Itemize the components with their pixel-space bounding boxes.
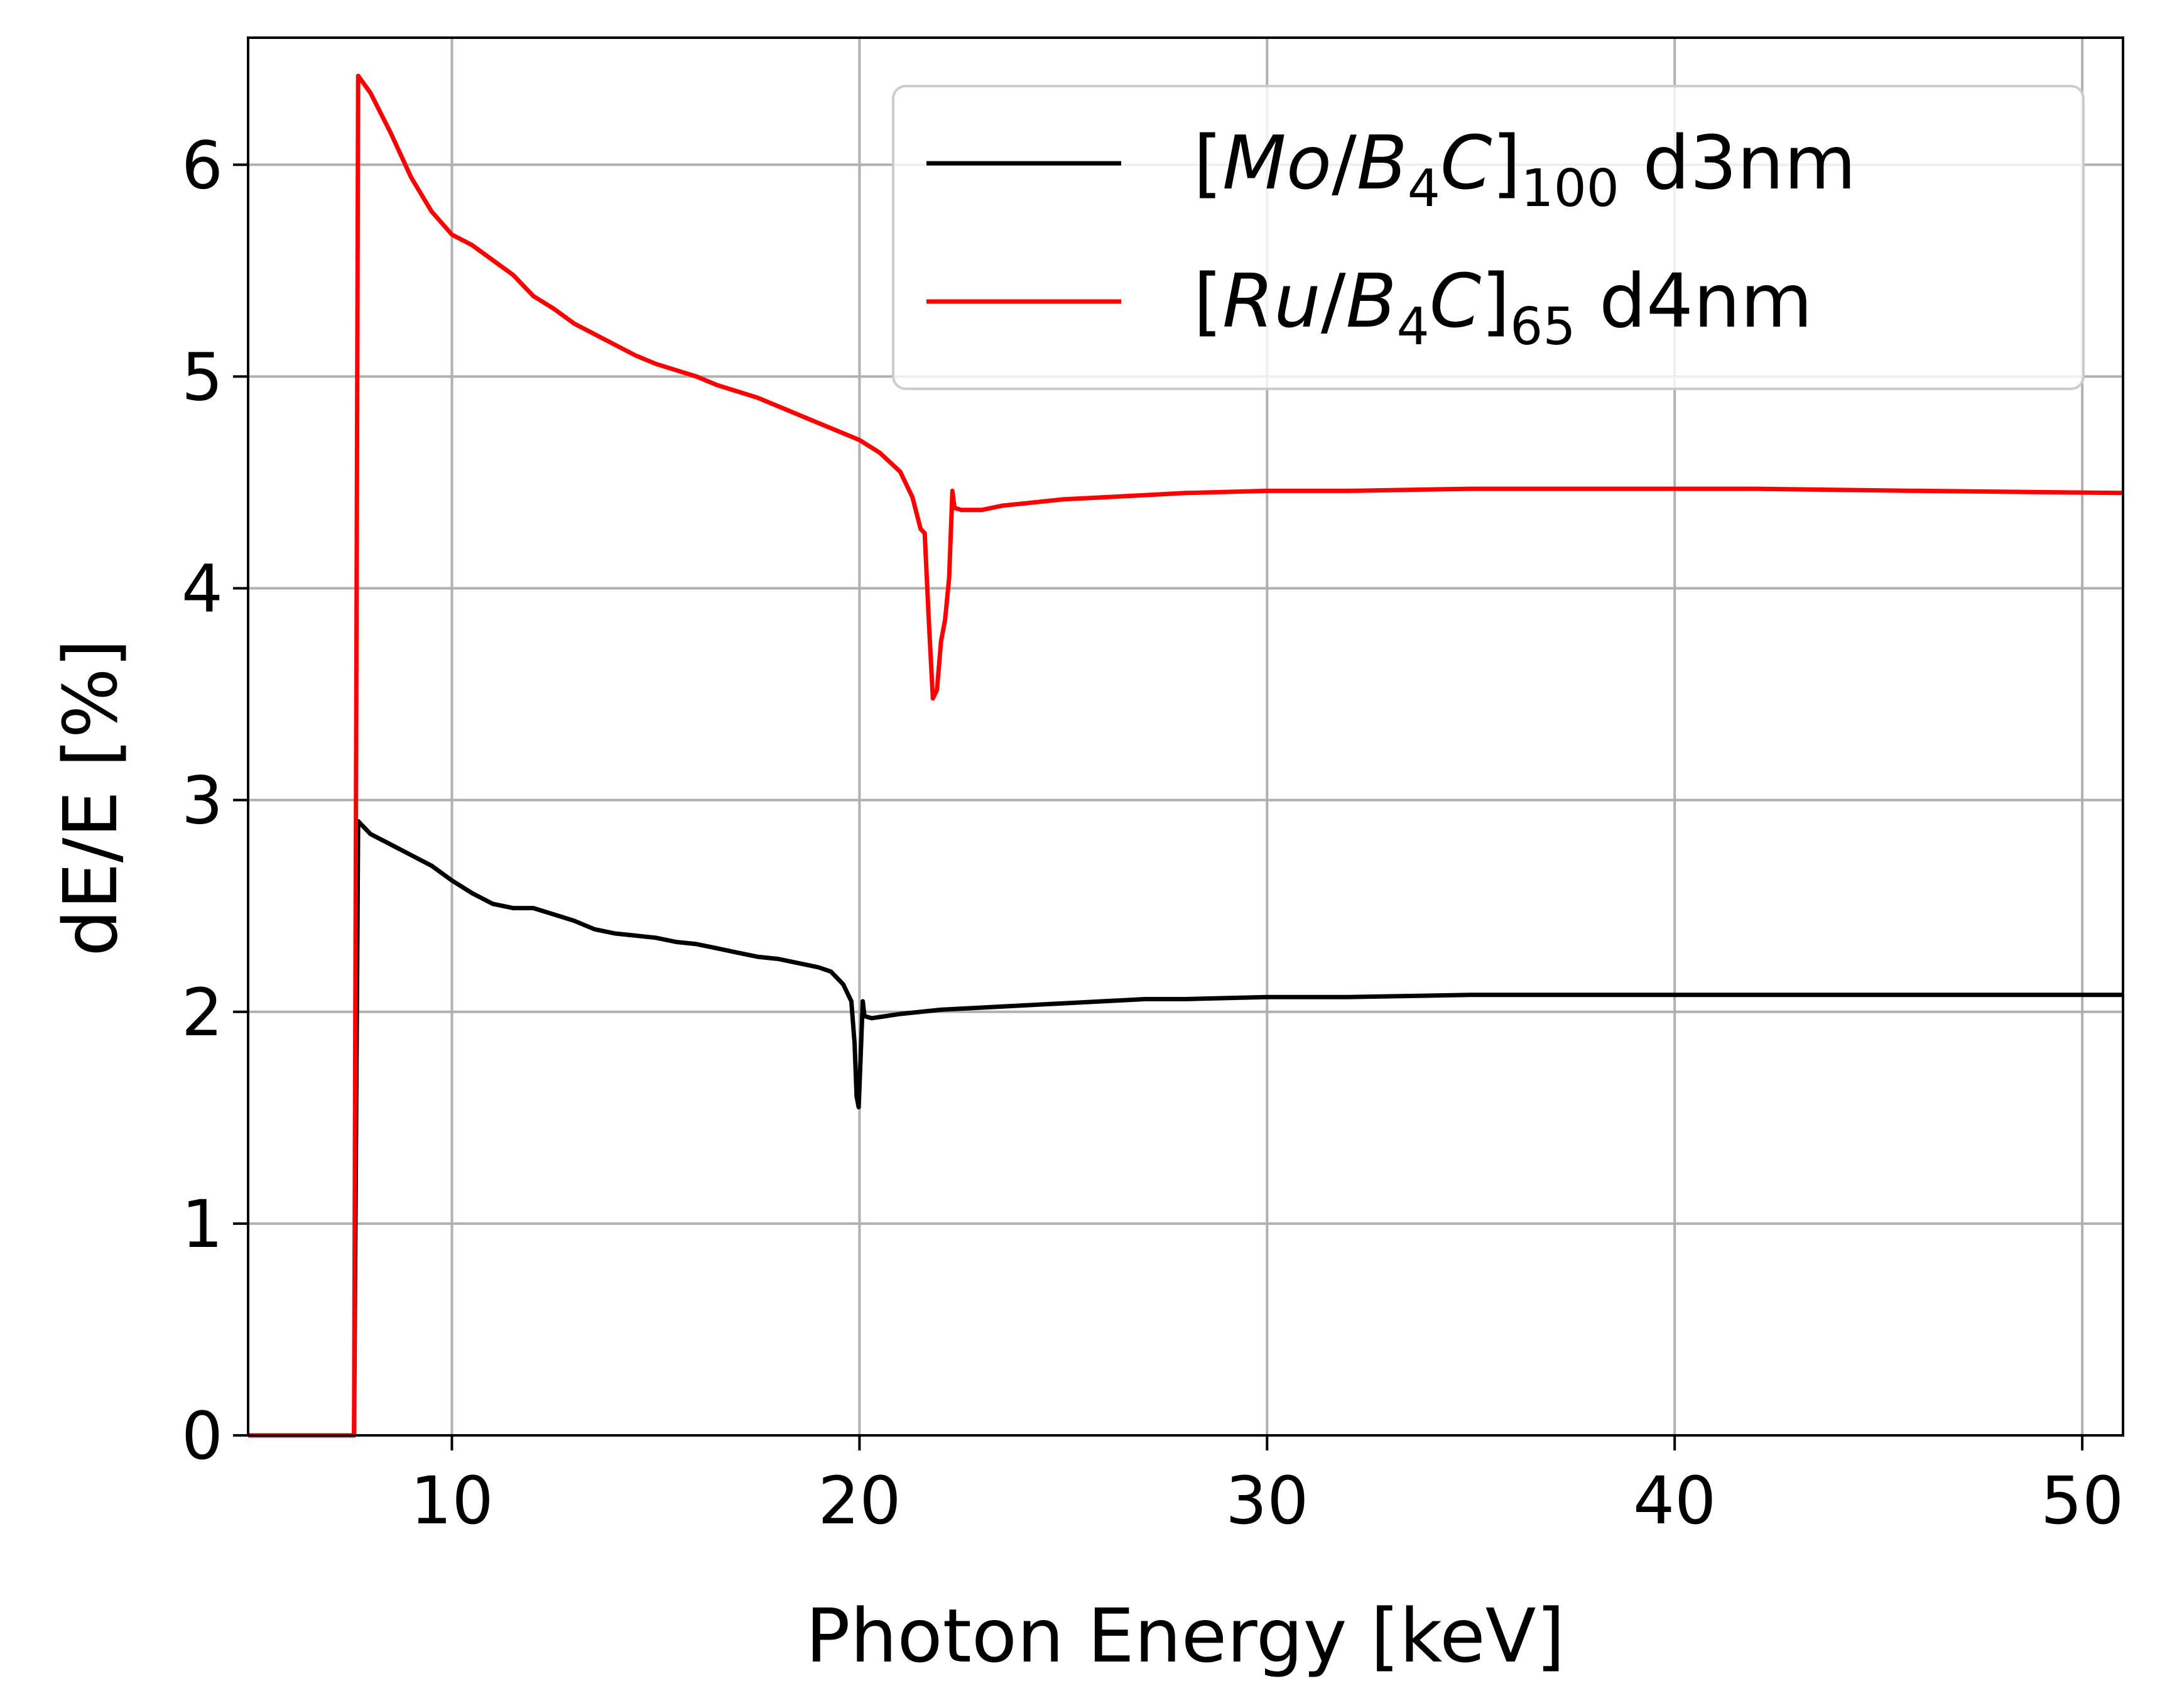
y-tick-label-0: 0 (182, 1398, 223, 1474)
x-tick-label-4: 50 (2041, 1462, 2124, 1539)
x-axis-label: Photon Energy [keV] (805, 1592, 1565, 1679)
x-tick-label-0: 10 (410, 1462, 493, 1539)
x-tick-label-3: 40 (1633, 1462, 1716, 1539)
y-tick-label-6: 6 (182, 127, 223, 204)
y-tick-label-4: 4 (182, 551, 223, 628)
legend-box (892, 85, 2085, 390)
y-axis-label: dE/E [%] (47, 639, 134, 956)
y-tick-label-3: 3 (182, 763, 223, 839)
x-tick-label-1: 20 (818, 1462, 901, 1539)
x-tick-label-2: 30 (1225, 1462, 1308, 1539)
plot-frame (247, 36, 2124, 1437)
y-tick-label-5: 5 (182, 339, 223, 415)
legend-label-ru: [Ru/B4C]65 d4nm (1193, 258, 1813, 357)
y-tick-label-1: 1 (182, 1186, 223, 1263)
axis-ticks: 10 20 30 40 50 0 1 2 3 4 5 6 (182, 127, 2124, 1539)
series-line-1 (248, 73, 2124, 1438)
legend: [Mo/B4C]100 d3nm [Ru/B4C]65 d4nm (892, 85, 2085, 390)
series-lines (248, 73, 2124, 1438)
legend-label-mo: [Mo/B4C]100 d3nm (1193, 119, 1856, 219)
series-line-0 (248, 819, 2123, 1438)
y-tick-label-2: 2 (182, 974, 223, 1051)
